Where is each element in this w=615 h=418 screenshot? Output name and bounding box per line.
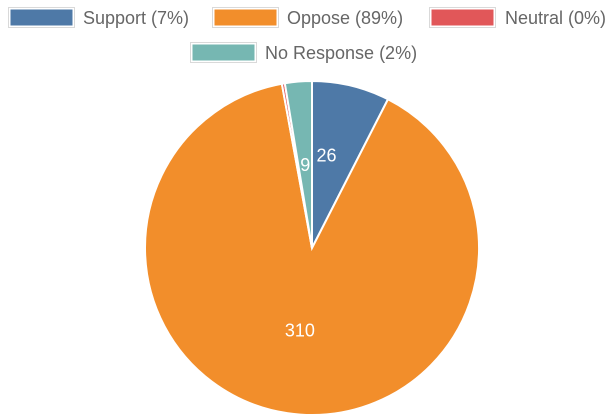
legend-swatch-frame-neutral — [429, 7, 496, 28]
legend-swatch-oppose — [213, 8, 278, 27]
pie-slices — [144, 79, 480, 416]
legend-swatch-frame-support — [8, 7, 75, 28]
legend-label-support: Support (7%) — [83, 8, 189, 28]
data-label-support: 26 — [316, 146, 336, 166]
legend-item-no-response[interactable]: No Response (2%) — [190, 42, 418, 64]
legend-swatch-neutral — [430, 8, 495, 27]
legend-item-oppose[interactable]: Oppose (89%) — [212, 7, 404, 29]
pie-slice-oppose[interactable] — [144, 82, 480, 416]
legend-swatch-frame-no-response — [190, 42, 257, 63]
pie-slice-no-response[interactable] — [283, 79, 313, 249]
legend-label-neutral: Neutral (0%) — [505, 8, 606, 28]
data-label-no-response: 9 — [300, 155, 310, 175]
legend-item-support[interactable]: Support (7%) — [8, 7, 190, 29]
legend-label-no-response: No Response (2%) — [265, 43, 417, 63]
legend-swatch-frame-oppose — [212, 7, 279, 28]
legend-swatch-support — [9, 8, 74, 27]
data-label-oppose: 310 — [285, 321, 315, 341]
pie-data-labels: 26 310 9 — [285, 146, 337, 341]
chart-legend: Support (7%) Oppose (89%) Neutral (0%) No R… — [8, 7, 607, 64]
legend-swatch-no-response — [191, 43, 256, 62]
legend-label-oppose: Oppose (89%) — [287, 8, 403, 28]
legend-item-neutral[interactable]: Neutral (0%) — [429, 7, 607, 29]
